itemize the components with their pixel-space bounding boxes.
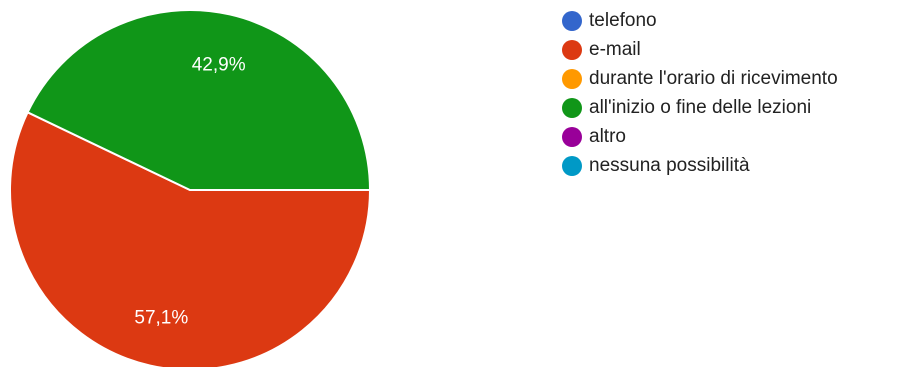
- legend-swatch-lezioni: [562, 97, 582, 118]
- legend-item-ricevimento[interactable]: durante l'orario di ricevimento: [562, 64, 838, 93]
- legend-label: telefono: [589, 9, 657, 31]
- slice-value-label: 42,9%: [192, 55, 246, 76]
- legend-item-lezioni[interactable]: all'inizio o fine delle lezioni: [562, 93, 838, 122]
- legend-label: altro: [589, 125, 626, 147]
- legend-label: nessuna possibilità: [589, 154, 750, 176]
- legend-item-e-mail[interactable]: e-mail: [562, 35, 838, 64]
- legend-item-telefono[interactable]: telefono: [562, 6, 838, 35]
- legend: telefono e-mail durante l'orario di rice…: [562, 6, 838, 180]
- legend-swatch-telefono: [562, 10, 582, 31]
- legend-item-nessuna[interactable]: nessuna possibilità: [562, 151, 838, 180]
- legend-label: durante l'orario di ricevimento: [589, 67, 838, 89]
- pie-slice-e-mail[interactable]: [9, 111, 372, 367]
- legend-swatch-e-mail: [562, 39, 582, 60]
- pie-slice-all-inizio-o-fine-delle-lezioni[interactable]: [26, 9, 372, 191]
- legend-swatch-ricevimento: [562, 68, 582, 89]
- pie-slice-labels: 57,1% 42,9%: [134, 55, 245, 329]
- legend-label: e-mail: [589, 38, 641, 60]
- legend-swatch-nessuna: [562, 155, 582, 176]
- legend-item-altro[interactable]: altro: [562, 122, 838, 151]
- slice-value-label: 57,1%: [134, 307, 188, 328]
- pie-slices: [9, 9, 372, 367]
- legend-label: all'inizio o fine delle lezioni: [589, 96, 812, 118]
- legend-swatch-altro: [562, 126, 582, 147]
